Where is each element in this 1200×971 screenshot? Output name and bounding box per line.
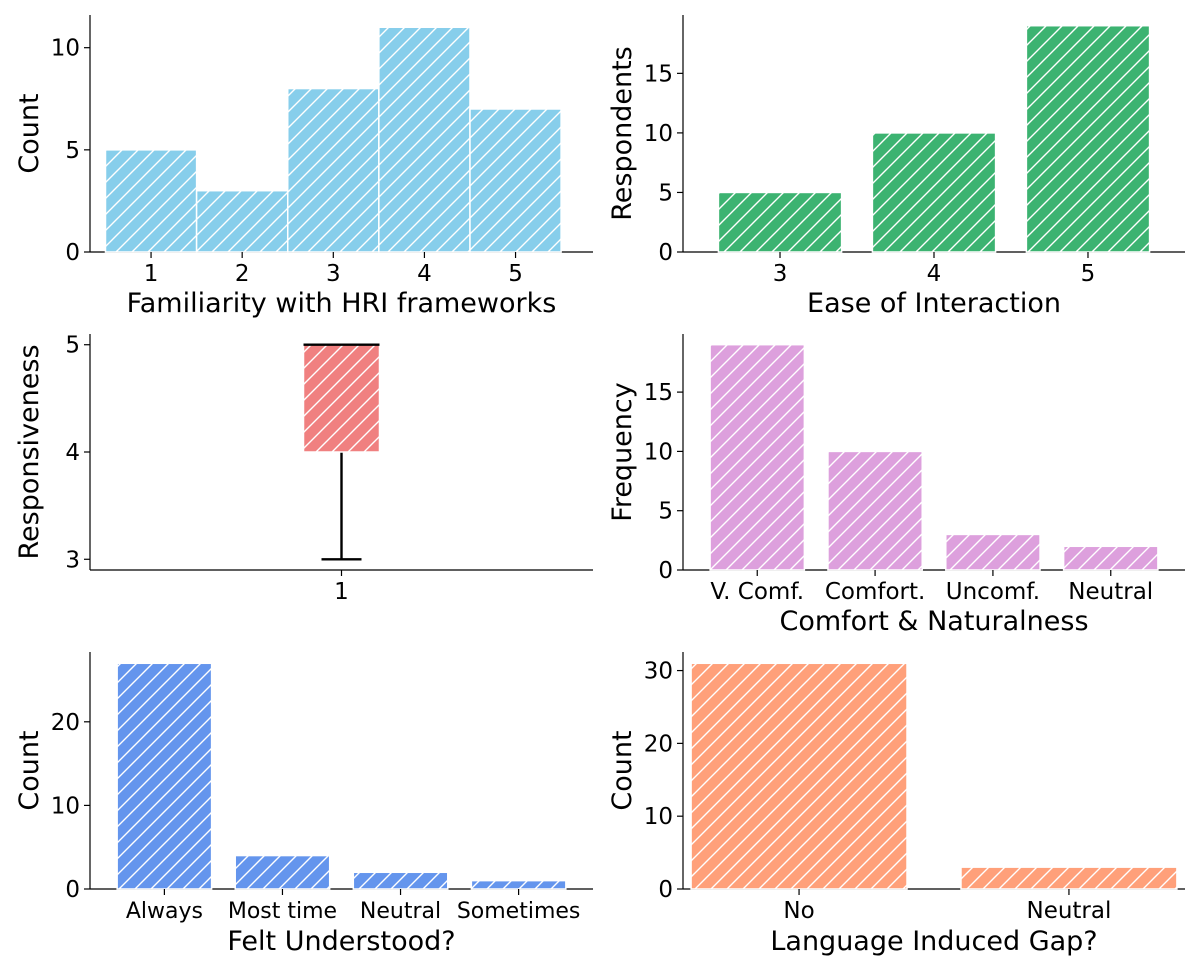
box-body [302,343,381,453]
bar-most-time [234,854,331,890]
x-tick-label: Uncomf. [946,579,1040,605]
x-tick-label: 1 [334,579,349,605]
y-axis-label: Responsiveness [14,344,45,559]
x-tick-label: 3 [326,261,341,287]
bar-neutral [352,871,449,890]
x-tick-label: 5 [508,261,523,287]
bar-no [690,662,908,890]
bar-4 [378,26,471,253]
x-tick-label: 1 [144,261,159,287]
y-tick-label: 10 [51,36,80,62]
y-tick-label: 0 [658,877,673,903]
y-tick-label: 0 [65,877,80,903]
bar-always [116,662,213,890]
y-tick-label: 5 [658,499,673,525]
x-tick-label: 4 [417,261,432,287]
bar-5 [469,108,562,253]
x-tick-label: Always [126,899,203,924]
bar-v-comf [709,343,806,571]
bar-3 [717,191,843,253]
y-tick-label: 30 [644,659,673,685]
y-axis-label: Count [14,730,45,810]
y-tick-label: 0 [65,240,80,266]
chart-panel-6: 0 10 20 30 Count Language Induced Gap?No Neutr… [607,652,1185,957]
x-tick-label: 4 [927,261,942,287]
y-tick-label: 10 [644,121,673,147]
y-tick-label: 20 [51,710,80,736]
y-tick-label: 10 [644,804,673,830]
bar-uncomf [945,533,1041,571]
x-axis-label: Familiarity with HRI frameworks [127,288,557,319]
x-tick-label: 2 [235,261,250,287]
y-axis-label: Count [14,93,45,173]
bar-sometimes [470,879,567,890]
y-axis-label: Frequency [607,382,638,522]
y-tick-label: 0 [658,558,673,584]
x-tick-label: Neutral [1068,579,1153,605]
bar-5 [1025,24,1151,253]
bar-neutral [1062,545,1159,571]
y-tick-label: 10 [51,793,80,819]
x-axis-label: Ease of Interaction [807,288,1061,319]
y-tick-label: 3 [65,547,80,573]
y-tick-label: 10 [644,439,673,465]
x-tick-label: Sometimes [457,899,581,924]
y-tick-label: 15 [644,61,673,87]
chart-panel-3: 3 4 5 Responsiveness 1 [14,333,593,605]
x-tick-label: 5 [1081,261,1096,287]
x-tick-label: No [783,898,814,924]
x-tick-label: Neutral [360,899,441,924]
y-tick-label: 5 [65,333,80,359]
x-tick-label: Comfort. [825,579,926,605]
y-tick-label: 0 [658,240,673,266]
x-tick-label: V. Comf. [710,579,804,605]
y-axis-label: Count [607,730,638,810]
x-tick-label: Most time [228,899,337,924]
y-tick-label: 4 [65,440,80,466]
y-tick-label: 20 [644,731,673,757]
bar-1 [104,149,198,253]
y-tick-label: 5 [65,138,80,164]
x-tick-label: Neutral [1026,898,1111,924]
bar-neutral [960,866,1178,890]
bar-3 [286,87,380,253]
bar-comfort [827,450,923,571]
bar-2 [195,189,289,253]
bar-4 [871,132,997,253]
y-axis-label: Respondents [607,46,638,221]
x-axis-label: Felt Understood? [227,926,455,957]
y-tick-label: 15 [644,380,673,406]
x-axis-label: Language Induced Gap? [770,926,1097,957]
chart-panel-1: 0 5 10 Count Familiarity with HRI frameworks… [14,15,593,319]
y-tick-label: 5 [658,180,673,206]
x-tick-label: 3 [773,261,788,287]
x-axis-label: Comfort & Naturalness [779,606,1088,637]
